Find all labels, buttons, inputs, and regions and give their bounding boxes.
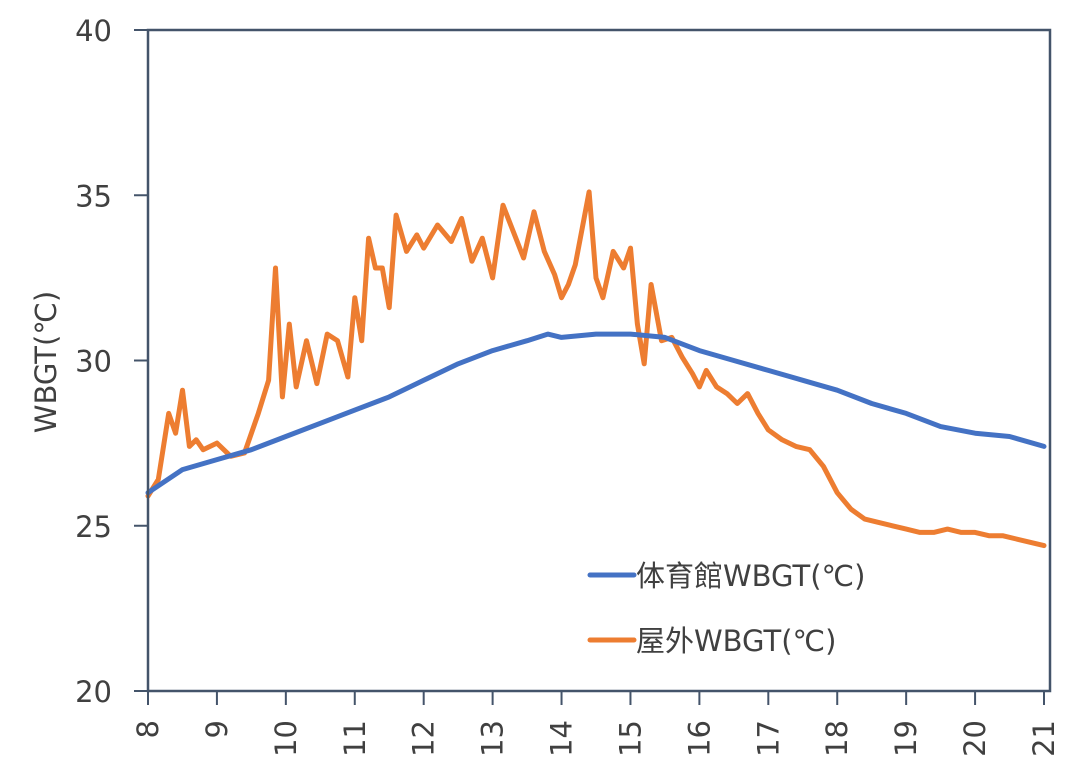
x-tick-label: 16 — [682, 720, 716, 757]
series-line-1 — [145, 189, 1047, 549]
legend-label: 屋外WBGT(℃) — [636, 624, 836, 658]
x-tick-label: 10 — [269, 720, 303, 757]
x-tick-label: 18 — [820, 720, 854, 757]
x-tick-label: 19 — [889, 720, 923, 757]
x-tick-label: 12 — [407, 720, 441, 757]
y-tick-label: 40 — [75, 14, 112, 48]
legend-label: 体育館WBGT(℃) — [636, 559, 865, 593]
x-tick-label: 8 — [131, 720, 165, 738]
y-tick-label: 25 — [75, 510, 112, 544]
y-tick-label: 30 — [75, 345, 112, 379]
x-tick-label: 20 — [958, 720, 992, 757]
y-tick-label: 20 — [75, 675, 112, 709]
x-tick-label: 15 — [613, 720, 647, 757]
series-layer — [145, 189, 1047, 549]
x-axis-ticks: 8 9 10 11 12 13 14 15 16 17 18 19 20 21 — [131, 691, 1061, 757]
x-tick-label: 14 — [545, 720, 579, 757]
legend: 体育館WBGT(℃) 屋外WBGT(℃) — [587, 559, 865, 658]
x-tick-label: 13 — [476, 720, 510, 757]
y-axis-ticks: 20 25 30 35 40 — [75, 14, 148, 709]
series-line-0 — [145, 331, 1047, 496]
x-tick-label: 17 — [751, 720, 785, 757]
plot-area-frame — [146, 28, 1052, 693]
x-tick-label: 9 — [200, 720, 234, 738]
y-tick-label: 35 — [75, 179, 112, 213]
y-axis-label: WBGT(℃) — [29, 291, 63, 433]
x-tick-label: 11 — [338, 720, 372, 757]
x-tick-label: 21 — [1027, 720, 1061, 757]
